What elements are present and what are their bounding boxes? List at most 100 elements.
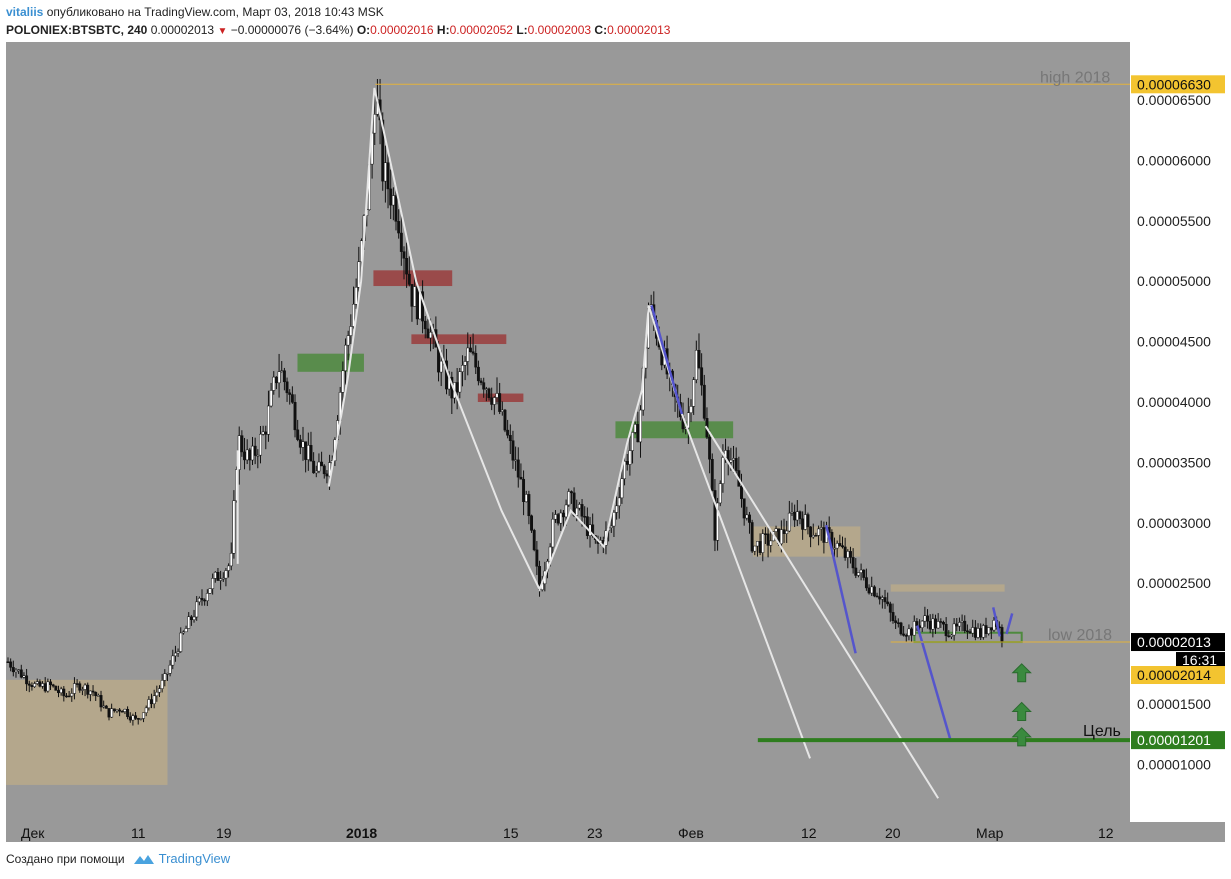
marker-price-badge-bg [1131, 666, 1225, 685]
author-link[interactable]: vitaliis [6, 5, 44, 19]
candle-body [849, 551, 852, 558]
candle-body [708, 436, 712, 460]
x-tick-label: 12 [1098, 825, 1114, 841]
candle-body [803, 514, 807, 530]
candle-body [554, 514, 557, 520]
candle-body [179, 632, 183, 652]
candle-body [166, 673, 169, 675]
candle-body [692, 379, 696, 407]
candle-body [950, 634, 953, 637]
zone-green [615, 421, 734, 439]
time-axis[interactable] [6, 822, 1225, 842]
candle-body [322, 465, 326, 475]
candle-body [729, 459, 733, 463]
candle-body [134, 715, 138, 719]
candle-body [163, 673, 167, 681]
candle-body [288, 392, 292, 395]
candle-body [264, 431, 268, 435]
candle-body [530, 515, 534, 531]
current-price-badge: 0.00002013 [1137, 634, 1211, 650]
candle-body [902, 633, 906, 636]
candle-body [625, 461, 629, 465]
tradingview-link[interactable]: TradingView [133, 851, 230, 866]
candle-body [878, 596, 882, 600]
candle-body [80, 689, 84, 691]
candle-body [352, 303, 355, 327]
candle-body [341, 370, 345, 393]
candle-body [189, 616, 193, 620]
candle-body [851, 557, 855, 569]
candle-body [54, 685, 58, 691]
candle-body [317, 461, 321, 472]
candle-body [373, 114, 377, 134]
candle-body [123, 708, 127, 712]
candle-body [886, 601, 890, 605]
blue-trend-line [824, 524, 857, 654]
high-price-badge: 0.00006630 [1137, 76, 1211, 92]
candle-body [495, 393, 499, 398]
candle-body [846, 551, 850, 558]
candle-body [976, 628, 980, 638]
candle-body [479, 380, 483, 383]
candle-body [617, 497, 621, 507]
candle-body [524, 494, 528, 502]
candle-body [147, 699, 151, 709]
candle-body [43, 683, 47, 692]
candle-body [920, 620, 924, 628]
open-label: O: [356, 23, 371, 37]
candle-body [769, 540, 773, 546]
y-tick-label: 0.00005000 [1137, 273, 1211, 289]
candle-body [503, 409, 507, 431]
candle-body [859, 569, 863, 573]
candle-body [200, 597, 204, 601]
candle-body [806, 514, 810, 528]
footer: Создано при помощи TradingView [6, 851, 230, 866]
candle-body [482, 382, 486, 390]
arrow-up-icon [1011, 727, 1032, 747]
candle-body [389, 188, 393, 206]
candle-body [907, 628, 911, 636]
candle-body [939, 621, 943, 623]
candle-body [833, 547, 836, 550]
y-tick-label: 0.00006000 [1137, 152, 1211, 168]
candle-body [697, 350, 701, 368]
candle-body [208, 588, 212, 594]
candle-body [795, 511, 799, 521]
candle-body [22, 675, 26, 678]
candle-body [139, 718, 143, 720]
arrow-up-icon [1011, 663, 1032, 683]
candle-body [78, 683, 82, 691]
plot-area[interactable] [6, 42, 1130, 822]
candle-body [934, 618, 937, 629]
candle-body [748, 514, 751, 523]
zone-red [373, 270, 453, 287]
candle-body [41, 683, 44, 687]
candle-body [229, 552, 233, 567]
candle-body [296, 429, 300, 440]
candle-body [205, 593, 209, 601]
candle-body [463, 361, 467, 366]
candle-body [426, 328, 430, 339]
candle-body [891, 612, 895, 621]
candle-body [987, 627, 991, 634]
y-tick-label: 0.00002500 [1137, 575, 1211, 591]
candle-body [564, 504, 568, 518]
candle-body [328, 462, 332, 477]
candle-body [973, 627, 977, 638]
candle-body [498, 393, 502, 412]
candle-body [256, 454, 260, 457]
candle-body [527, 494, 531, 517]
candle-body [195, 601, 199, 618]
candle-body [713, 490, 717, 541]
price-axis[interactable] [1130, 42, 1225, 822]
candle-body [569, 491, 573, 494]
candle-body [75, 683, 79, 685]
candle-body [245, 449, 249, 461]
last-price: 0.00002013 [150, 23, 215, 37]
candle-body [282, 370, 286, 383]
candle-body [867, 587, 871, 594]
candle-body [51, 684, 55, 687]
candle-body [835, 543, 839, 549]
candle-body [72, 683, 76, 694]
